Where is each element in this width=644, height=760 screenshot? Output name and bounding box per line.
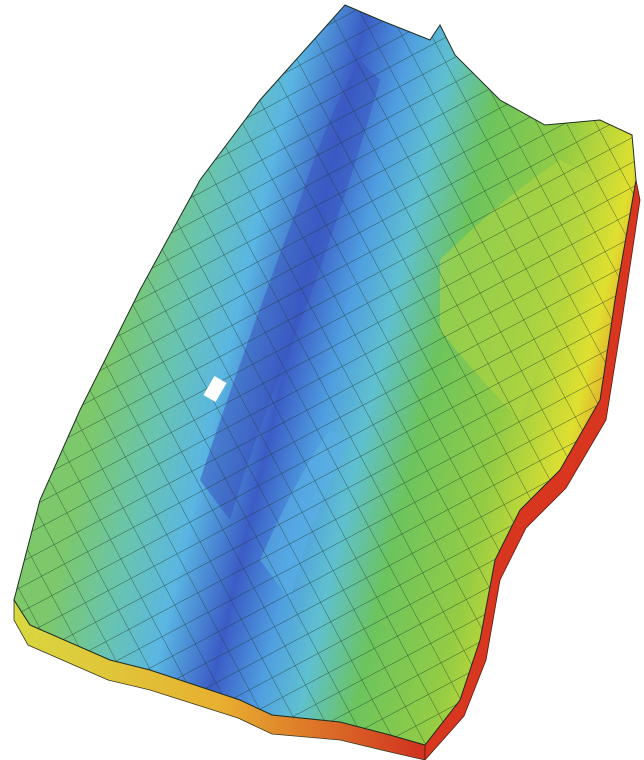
mesh-hole [203,375,227,403]
mesh-outline [13,4,637,746]
